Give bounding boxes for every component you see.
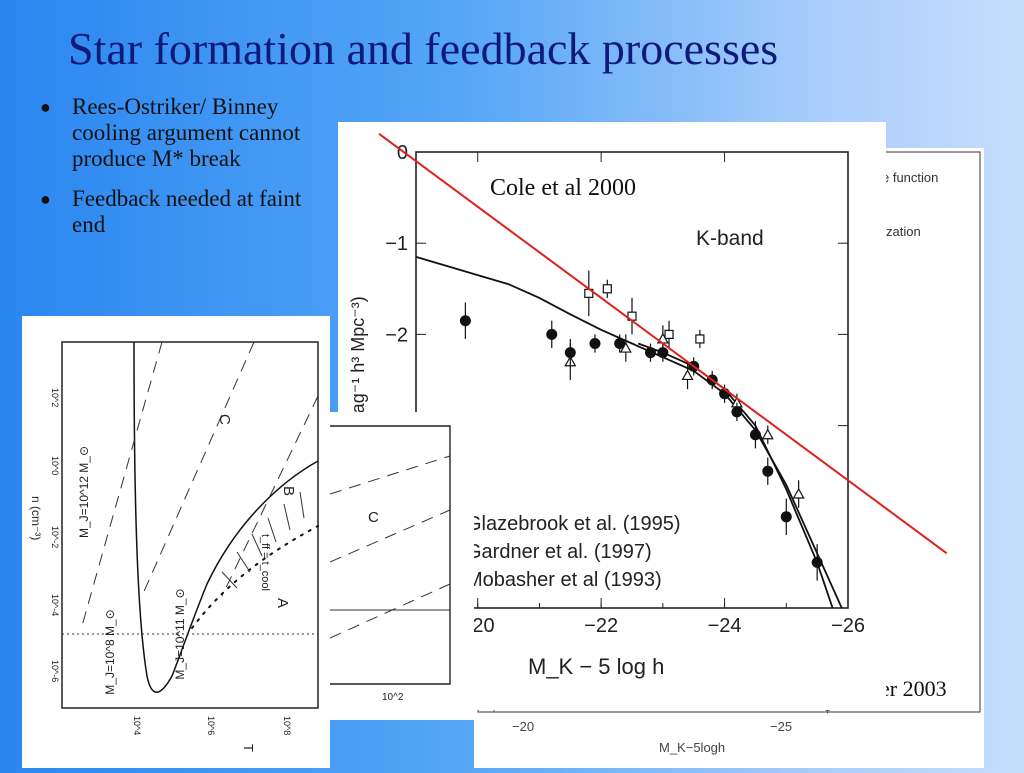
bullet-item: ● Rees-Ostriker/ Binney cooling argument … xyxy=(38,94,328,172)
cooling-frame xyxy=(61,341,319,709)
kband-point-mobasher xyxy=(589,338,601,350)
cooling-dashed-line xyxy=(141,341,255,597)
inset-dashed-line xyxy=(329,509,451,563)
kband-point-glazebrook xyxy=(602,284,612,294)
inset-region-label: C xyxy=(368,509,379,526)
kband-frame xyxy=(415,151,849,609)
cooling-y-tick-label: 10^-4 xyxy=(50,594,60,616)
cooling-y-tick-label: 10^-6 xyxy=(50,660,60,682)
kband-legend: Glazebrook et al. (1995) Gardner et al. … xyxy=(466,513,681,591)
kband-point-mobasher xyxy=(564,347,576,359)
legend-entry: Mobasher et al (1993) xyxy=(466,569,662,591)
jeans-mass-label: M_J=10^12 M_⊙ xyxy=(77,446,91,538)
bullet-icon: ● xyxy=(40,189,51,209)
kband-point-gardner xyxy=(761,428,774,440)
cooling-y-tick-label: 10^2 xyxy=(50,388,60,407)
kband-point-mobasher xyxy=(719,388,731,400)
cole-annotation: Cole et al 2000 xyxy=(490,175,636,201)
inset-dashed-line xyxy=(329,455,451,495)
background-caption: er 2003 xyxy=(880,676,947,701)
jeans-mass-label: M_J=10^11 M_⊙ xyxy=(173,588,187,679)
kband-point-mobasher xyxy=(811,556,823,568)
kband-point-mobasher xyxy=(706,374,718,386)
kband-point-mobasher xyxy=(688,360,700,372)
cooling-curve xyxy=(133,341,319,693)
bullet-icon: ● xyxy=(40,97,51,117)
background-x-axis-label: M_K−5logh xyxy=(659,740,725,755)
kband-point-mobasher xyxy=(780,511,792,523)
curve-label: t_ff = t_cool xyxy=(259,534,271,591)
kband-point-glazebrook xyxy=(627,311,637,321)
kband-title: K-band xyxy=(696,227,764,250)
background-legend-text: zation xyxy=(886,224,921,239)
bullet-text: Feedback needed at faint end xyxy=(72,186,302,237)
kband-point-mobasher xyxy=(731,406,743,418)
legend-entry: Glazebrook et al. (1995) xyxy=(466,513,681,535)
bullet-text: Rees-Ostriker/ Binney cooling argument c… xyxy=(72,94,301,171)
inset-plot-svg: C 10^2 xyxy=(329,425,451,703)
kband-x-tick-label: −26 xyxy=(831,615,865,637)
background-x-tick-label: −20 xyxy=(512,719,534,734)
cooling-dashed-line xyxy=(81,341,163,627)
cooling-x-tick-label: 10^4 xyxy=(132,716,142,735)
legend-entry: Gardner et al. (1997) xyxy=(466,541,652,563)
cooling-hatching xyxy=(221,491,305,589)
inset-frame xyxy=(330,425,451,685)
background-legend-text: e function xyxy=(882,170,938,185)
kband-point-mobasher xyxy=(546,328,558,340)
kband-y-tick-label: −2 xyxy=(385,324,408,346)
cooling-y-axis-label: n (cm⁻³) xyxy=(29,496,43,540)
bullet-list: ● Rees-Ostriker/ Binney cooling argument … xyxy=(38,94,328,252)
kband-point-glazebrook xyxy=(664,329,674,339)
kband-point-glazebrook xyxy=(695,334,705,344)
cooling-y-tick-label: 10^0 xyxy=(50,456,60,475)
cooling-dashed-line xyxy=(221,395,319,597)
kband-y-tick-label: 0 xyxy=(397,142,408,164)
cooling-x-tick-label: 10^6 xyxy=(206,716,216,735)
kband-point-mobasher xyxy=(459,315,471,327)
kband-point-mobasher xyxy=(762,465,774,477)
bullet-item: ● Feedback needed at faint end xyxy=(38,186,328,238)
kband-model-line xyxy=(637,342,834,609)
kband-point-mobasher xyxy=(657,347,669,359)
background-x-tick-label: −25 xyxy=(770,719,792,734)
kband-x-tick-label: −24 xyxy=(708,615,742,637)
cooling-x-tick-label: 10^8 xyxy=(282,716,292,735)
region-label-a: A xyxy=(274,598,291,608)
slide-title: Star formation and feedback processes xyxy=(68,23,779,74)
kband-point-gardner xyxy=(681,369,694,381)
cooling-y-tick-label: 10^-2 xyxy=(50,526,60,548)
jeans-mass-label: M_J=10^8 M_⊙ xyxy=(103,609,117,694)
inset-dashed-line xyxy=(329,583,451,639)
kband-point-gardner xyxy=(792,487,805,499)
kband-point-mobasher xyxy=(749,429,761,441)
region-label-b: B xyxy=(280,486,297,496)
cooling-x-axis-label: T xyxy=(241,744,256,752)
kband-point-mobasher xyxy=(645,347,657,359)
region-label-c: C xyxy=(216,414,233,425)
kband-x-axis-label: M_K − 5 log h xyxy=(528,654,664,679)
cooling-diagram-svg: C B A t_ff = t_cool M_J=10^12 M_⊙ M_J=10… xyxy=(29,341,319,752)
kband-x-tick-label: −22 xyxy=(584,615,618,637)
cooling-diagram-panel: C B A t_ff = t_cool M_J=10^12 M_⊙ M_J=10… xyxy=(22,316,330,768)
kband-y-tick-label: −1 xyxy=(385,233,408,255)
inset-x-tick-label: 10^2 xyxy=(382,692,404,703)
inset-plot-panel: C 10^2 xyxy=(329,412,474,720)
cooling-dotted-curve xyxy=(191,525,319,629)
kband-point-mobasher xyxy=(614,338,626,350)
kband-point-glazebrook xyxy=(584,288,594,298)
